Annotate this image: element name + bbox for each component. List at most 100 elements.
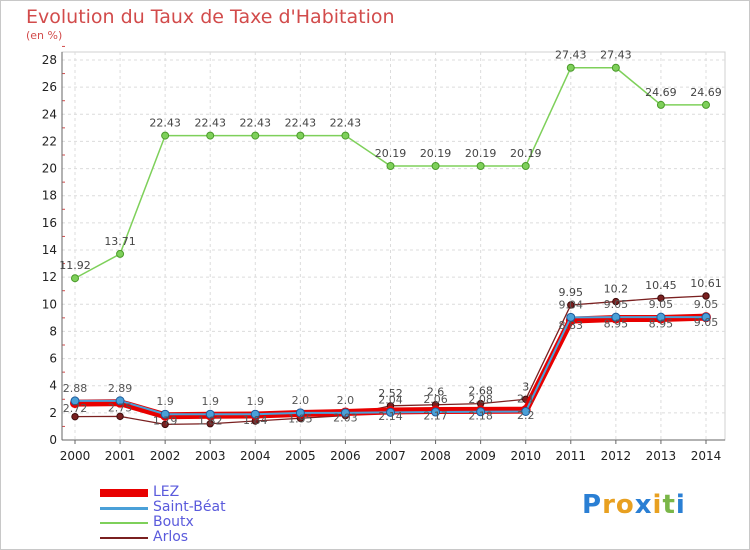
data-label-saint-b-at: 9.05 bbox=[604, 298, 629, 311]
y-tick-label: 14 bbox=[42, 243, 57, 257]
data-point-boutx bbox=[341, 131, 350, 140]
data-label-saint-b-at: 2.08 bbox=[468, 393, 493, 406]
data-point-saint-b-at bbox=[205, 409, 215, 419]
data-label-lez: 1.82 bbox=[198, 414, 223, 427]
logo-letter: i bbox=[675, 490, 686, 520]
data-point-boutx bbox=[656, 100, 665, 109]
data-point-arlos bbox=[702, 292, 710, 300]
data-label-boutx: 22.43 bbox=[330, 117, 362, 130]
legend-label-saint-beat: Saint-Béat bbox=[153, 499, 226, 515]
data-point-arlos bbox=[612, 297, 620, 306]
data-label-boutx: 20.19 bbox=[510, 147, 542, 160]
data-label-arlos: 10.2 bbox=[604, 283, 629, 296]
data-point-boutx bbox=[251, 131, 260, 140]
plot-area bbox=[61, 51, 726, 441]
chart-subtitle: (en %) bbox=[26, 29, 63, 42]
x-tick-label: 2001 bbox=[105, 449, 136, 463]
data-point-arlos bbox=[206, 420, 214, 428]
proxiti-logo: Proxiti bbox=[582, 490, 686, 520]
data-point-saint-b-at bbox=[476, 407, 486, 417]
x-tick-label: 2002 bbox=[150, 449, 181, 463]
data-label-saint-b-at: 2.89 bbox=[108, 382, 133, 395]
legend-swatch-boutx bbox=[100, 522, 148, 524]
data-label-lez: 8.83 bbox=[559, 319, 584, 332]
legend-swatch-saint-beat bbox=[100, 507, 148, 510]
y-tick-label: 4 bbox=[49, 379, 57, 393]
data-point-saint-b-at bbox=[160, 409, 170, 419]
data-label-saint-b-at: 9.05 bbox=[694, 298, 719, 311]
data-point-boutx bbox=[386, 161, 395, 170]
data-point-boutx bbox=[611, 63, 620, 72]
data-label-arlos: 10.45 bbox=[645, 279, 677, 292]
data-label-lez: 2.75 bbox=[108, 402, 133, 415]
legend-label-boutx: Boutx bbox=[153, 514, 194, 530]
data-point-boutx bbox=[566, 63, 575, 72]
data-label-saint-b-at: 2.04 bbox=[378, 393, 403, 406]
y-tick-label: 18 bbox=[42, 189, 57, 203]
data-label-arlos: 2.6 bbox=[427, 386, 445, 399]
data-label-boutx: 20.19 bbox=[465, 147, 497, 160]
data-point-saint-b-at bbox=[250, 409, 260, 419]
data-label-saint-b-at: 2.1 bbox=[517, 393, 535, 406]
data-label-lez: 2.14 bbox=[378, 410, 403, 423]
data-label-saint-b-at: 2.06 bbox=[423, 393, 448, 406]
x-tick-label: 2008 bbox=[420, 449, 451, 463]
data-label-boutx: 22.43 bbox=[149, 117, 181, 130]
data-label-lez: 1.95 bbox=[288, 413, 313, 426]
grid-lines bbox=[61, 51, 726, 441]
data-point-saint-b-at bbox=[656, 312, 666, 322]
data-label-boutx: 20.19 bbox=[375, 147, 407, 160]
data-point-boutx bbox=[296, 131, 305, 140]
data-label-lez: 2.03 bbox=[333, 411, 358, 424]
y-tick-label: 28 bbox=[42, 53, 57, 67]
data-point-saint-b-at bbox=[611, 312, 621, 322]
data-point-boutx bbox=[116, 249, 125, 258]
data-label-boutx: 13.71 bbox=[104, 235, 136, 248]
x-tick-label: 2004 bbox=[240, 449, 271, 463]
data-point-boutx bbox=[431, 161, 440, 170]
legend-swatch-lez bbox=[100, 489, 148, 497]
x-tick-label: 2014 bbox=[691, 449, 722, 463]
data-label-lez: 2.2 bbox=[517, 409, 535, 422]
data-point-boutx bbox=[702, 100, 710, 109]
y-tick-label: 2 bbox=[49, 406, 57, 420]
x-tick-label: 2006 bbox=[330, 449, 361, 463]
data-point-saint-b-at bbox=[566, 312, 576, 322]
data-label-boutx: 27.43 bbox=[555, 49, 587, 62]
data-label-arlos: 10.61 bbox=[690, 277, 722, 290]
data-label-boutx: 24.69 bbox=[645, 86, 677, 99]
data-point-boutx bbox=[71, 274, 79, 283]
data-label-lez: 2.17 bbox=[423, 410, 448, 423]
data-point-boutx bbox=[206, 131, 215, 140]
data-label-lez: 8.95 bbox=[649, 318, 674, 331]
data-label-lez: 8.95 bbox=[604, 318, 629, 331]
data-point-arlos bbox=[567, 301, 575, 309]
logo-letter: x bbox=[634, 490, 653, 520]
data-label-lez: 2.18 bbox=[468, 409, 493, 422]
logo-letter: P bbox=[582, 490, 603, 520]
legend-item-arlos: Arlos bbox=[100, 529, 320, 546]
data-point-saint-b-at bbox=[115, 396, 125, 406]
data-point-arlos bbox=[161, 420, 169, 429]
data-label-saint-b-at: 9.05 bbox=[649, 298, 674, 311]
y-tick-label: 24 bbox=[42, 107, 57, 121]
data-label-arlos: 9.95 bbox=[559, 286, 584, 299]
data-label-saint-b-at: 2.0 bbox=[337, 394, 355, 407]
data-label-lez: 9.05 bbox=[694, 316, 719, 329]
data-point-boutx bbox=[476, 161, 485, 170]
y-tick-label: 6 bbox=[49, 352, 57, 366]
data-point-saint-b-at bbox=[386, 407, 395, 417]
data-label-lez: 2.72 bbox=[63, 402, 88, 415]
data-label-saint-b-at: 1.9 bbox=[201, 395, 219, 408]
y-tick-label: 20 bbox=[42, 162, 57, 176]
legend-item-saint-beat: Saint-Béat bbox=[100, 499, 320, 516]
data-label-boutx: 22.43 bbox=[240, 117, 272, 130]
series-layer bbox=[70, 63, 711, 429]
data-label-saint-b-at: 2.88 bbox=[63, 382, 88, 395]
y-tick-label: 12 bbox=[42, 270, 57, 284]
y-tick-label: 8 bbox=[49, 324, 57, 338]
y-tick-label: 22 bbox=[42, 134, 57, 148]
data-point-arlos bbox=[71, 412, 79, 421]
x-tick-label: 2003 bbox=[195, 449, 226, 463]
data-point-arlos bbox=[116, 412, 124, 421]
